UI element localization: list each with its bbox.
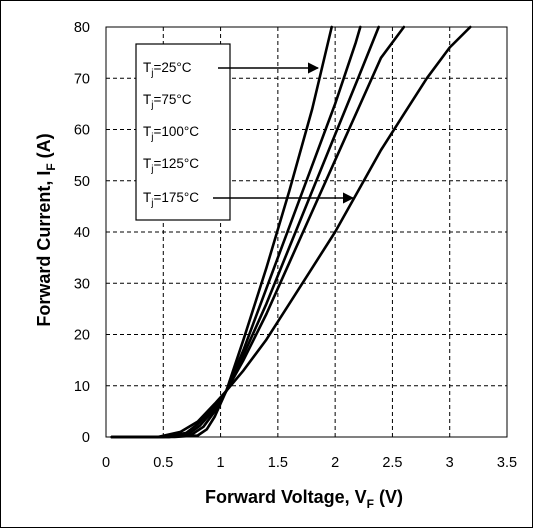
y-axis-title-sub: F xyxy=(44,163,58,170)
y-tick-label: 80 xyxy=(74,20,90,36)
x-tick-label: 3 xyxy=(446,455,454,471)
y-tick-label: 30 xyxy=(74,276,90,292)
y-tick-label: 60 xyxy=(74,123,90,139)
legend-entry-sub: j xyxy=(150,132,153,143)
series-line xyxy=(110,25,406,439)
legend-entry-prefix: T xyxy=(143,190,151,205)
legend-entry-sub: j xyxy=(150,164,153,175)
legend-entry-sub: j xyxy=(150,100,153,111)
x-axis-title-unit: (V) xyxy=(374,487,403,507)
x-tick-label: 1.5 xyxy=(268,455,288,471)
legend-entry-suffix: =125°C xyxy=(153,156,199,171)
x-tick-label: 0.5 xyxy=(153,455,173,471)
series-line xyxy=(110,25,362,439)
x-tick-label: 1 xyxy=(217,455,225,471)
x-axis-title-main: Forward Voltage, V xyxy=(205,487,367,507)
legend-entry: Tj=75°C xyxy=(143,92,192,111)
legend-entry: Tj=125°C xyxy=(143,156,199,175)
series-line xyxy=(110,25,380,439)
y-axis-title: Forward Current, IF (A) xyxy=(34,133,58,326)
x-tick-label: 2 xyxy=(331,455,339,471)
legend-entry: Tj=100°C xyxy=(143,124,199,143)
legend-entry: Tj=175°C xyxy=(143,190,199,209)
y-axis-title-main: Forward Current, I xyxy=(34,171,54,327)
x-axis-title: Forward Voltage, VF (V) xyxy=(205,487,403,511)
legend-entry-suffix: =75°C xyxy=(153,92,191,107)
x-tick-label: 2.5 xyxy=(382,455,402,471)
plot-border xyxy=(105,26,508,438)
x-tick-label: 3.5 xyxy=(497,455,517,471)
legend-entry-prefix: T xyxy=(143,60,151,75)
legend-entry-suffix: =175°C xyxy=(153,190,199,205)
legend-entry-sub: j xyxy=(150,198,153,209)
x-tick-labels: 0 0.5 1 1.5 2 2.5 3 3.5 xyxy=(102,455,517,471)
y-tick-label: 0 xyxy=(82,430,90,446)
y-axis-title-unit: (A) xyxy=(34,133,54,163)
y-tick-labels: 0 10 20 30 40 50 60 70 80 xyxy=(74,20,90,446)
y-tick-label: 10 xyxy=(74,379,90,395)
legend-entry-suffix: =25°C xyxy=(153,60,191,75)
series-line xyxy=(110,25,472,439)
legend-entry-prefix: T xyxy=(143,124,151,139)
x-axis-title-sub: F xyxy=(367,497,374,511)
y-tick-label: 20 xyxy=(74,328,90,344)
y-tick-label: 40 xyxy=(74,225,90,241)
legend-entry-prefix: T xyxy=(143,92,151,107)
series-lines xyxy=(110,25,472,439)
legend-entry-prefix: T xyxy=(143,156,151,171)
plot-frame xyxy=(105,26,508,438)
y-tick-label: 70 xyxy=(74,71,90,87)
legend-entry: Tj=25°C xyxy=(143,60,192,79)
legend: Tj=25°CTj=75°CTj=100°CTj=125°CTj=175°C xyxy=(135,43,355,221)
legend-entry-suffix: =100°C xyxy=(153,124,199,139)
legend-box xyxy=(135,43,231,221)
legend-entry-sub: j xyxy=(150,68,153,79)
x-tick-label: 0 xyxy=(102,455,110,471)
y-tick-label: 50 xyxy=(74,174,90,190)
